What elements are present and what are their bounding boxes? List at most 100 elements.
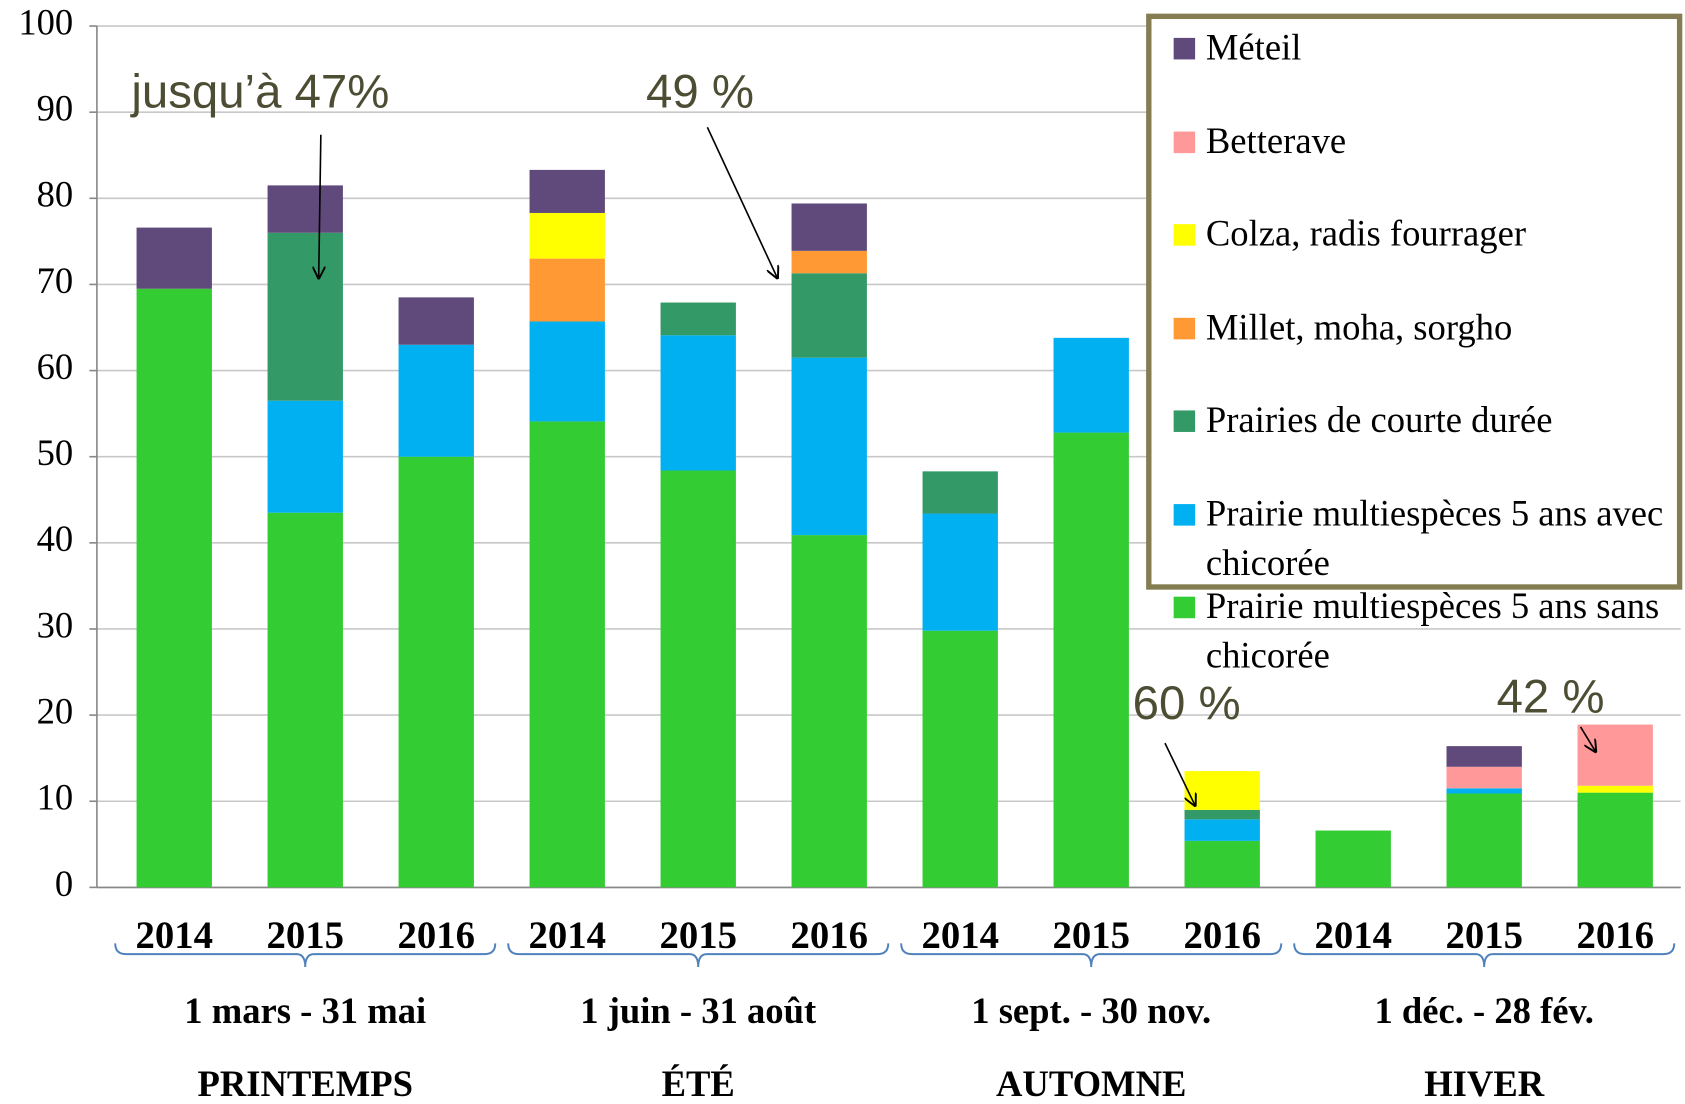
legend-item: Prairie multiespèces 5 ans avec chicorée	[1173, 490, 1669, 589]
legend-entry: Prairies de courte durée	[1173, 396, 1669, 446]
bar-segment	[1577, 724, 1653, 786]
annotation-arrow	[319, 134, 321, 278]
bar-segment	[136, 288, 212, 888]
group-bracket	[1293, 943, 1676, 968]
y-tick-label: 40	[37, 518, 74, 559]
annotation: jusqu’à 47%	[129, 65, 389, 118]
legend-item: Betterave	[1173, 117, 1669, 167]
annotation: 60 %	[1133, 677, 1241, 730]
legend-item: Méteil	[1173, 24, 1669, 74]
bar-segment	[398, 344, 474, 457]
bar-segment	[791, 250, 867, 274]
group-bracket	[900, 943, 1283, 968]
legend-label: Millet, moha, sorgho	[1205, 307, 1513, 348]
bar-segment	[398, 456, 474, 888]
x-tick-label: 2015	[266, 914, 344, 957]
x-tick-label: 2016	[790, 914, 868, 957]
bar-segment	[1315, 830, 1391, 888]
bar-segment	[136, 227, 212, 289]
legend-swatch	[1173, 37, 1196, 60]
legend-item: Prairie multiespèces 5 ans sans chicorée	[1173, 583, 1669, 682]
y-tick-label: 50	[37, 432, 74, 473]
annotation-arrow	[1164, 742, 1195, 805]
annotation-arrow	[1579, 726, 1596, 752]
legend-swatch	[1173, 503, 1196, 526]
group-label: 1 mars - 31 mai	[184, 990, 426, 1031]
bar-segment	[791, 273, 867, 358]
bar-segment	[529, 212, 605, 259]
legend-label: Betterave	[1205, 121, 1347, 162]
legend-box	[1146, 13, 1683, 590]
bar-segment	[922, 513, 998, 631]
legend-label: Prairie multiespèces 5 ans avec chicorée	[1205, 493, 1664, 584]
y-tick-label: 90	[37, 88, 74, 129]
bar-segment	[1184, 840, 1260, 888]
annotation: 49 %	[646, 65, 754, 118]
legend-item: Prairies de courte durée	[1173, 396, 1669, 446]
group-bracket	[507, 943, 890, 968]
legend-label: Colza, radis fourrager	[1205, 214, 1527, 255]
legend-swatch	[1173, 224, 1196, 246]
legend-swatch	[1173, 131, 1196, 153]
x-tick-label: 2014	[1314, 914, 1392, 957]
season-label: ÉTÉ	[662, 1063, 735, 1104]
group-label: 1 déc. - 28 fév.	[1374, 990, 1594, 1031]
bar-segment	[1446, 788, 1522, 794]
bar-segment	[1053, 337, 1129, 433]
y-tick-label: 20	[37, 691, 74, 732]
bar-segment	[1446, 766, 1522, 789]
y-tick-label: 80	[37, 174, 74, 215]
bar-segment	[1184, 819, 1260, 841]
season-label: AUTOMNE	[996, 1063, 1186, 1104]
season-label: PRINTEMPS	[197, 1063, 413, 1104]
x-tick-label: 2015	[1052, 914, 1130, 957]
annotation: 42 %	[1497, 671, 1605, 724]
y-tick-label: 30	[37, 604, 74, 645]
bar-segment	[267, 232, 343, 401]
bar-segment	[791, 357, 867, 536]
legend-entry: Prairie multiespèces 5 ans avec chicorée	[1173, 490, 1669, 589]
legend-swatch	[1173, 317, 1196, 339]
bar-segment	[1577, 785, 1653, 793]
bar-segment	[1577, 792, 1653, 888]
legend-entry: Millet, moha, sorgho	[1173, 303, 1669, 353]
y-tick-label: 60	[37, 346, 74, 387]
season-label: HIVER	[1424, 1063, 1545, 1104]
y-tick-label: 10	[37, 777, 74, 818]
x-tick-label: 2015	[659, 914, 737, 957]
legend-entry: Prairie multiespèces 5 ans sans chicorée	[1173, 583, 1669, 682]
bar-segment	[1053, 432, 1129, 888]
x-tick-label: 2014	[135, 914, 213, 957]
bar-segment	[267, 400, 343, 513]
legend-swatch	[1173, 596, 1196, 619]
bar-segment	[660, 302, 736, 336]
legend-label: Prairie multiespèces 5 ans sans chicorée	[1205, 586, 1660, 677]
bar-segment	[660, 335, 736, 471]
legend-item: Millet, moha, sorgho	[1173, 303, 1669, 353]
legend-item: Colza, radis fourrager	[1173, 210, 1669, 260]
group-label: 1 sept. - 30 nov.	[971, 990, 1211, 1031]
bar-segment	[922, 630, 998, 888]
bar-segment	[267, 185, 343, 233]
bar-segment	[1446, 793, 1522, 888]
bar-segment	[1446, 746, 1522, 767]
legend-label: Méteil	[1205, 28, 1302, 69]
bar-segment	[1184, 809, 1260, 820]
bar-segment	[529, 421, 605, 888]
legend-entry: Méteil	[1173, 24, 1669, 74]
x-tick-label: 2016	[397, 914, 475, 957]
bar-segment	[791, 535, 867, 888]
legend-label: Prairies de courte durée	[1205, 400, 1553, 441]
x-tick-label: 2015	[1445, 914, 1523, 957]
y-tick-label: 100	[18, 1, 73, 42]
legend-entry: Colza, radis fourrager	[1173, 210, 1669, 260]
bar-segment	[922, 471, 998, 514]
bar-segment	[529, 321, 605, 422]
bar-segment	[1184, 771, 1260, 810]
legend-entry: Betterave	[1173, 117, 1669, 167]
group-label: 1 juin - 31 août	[580, 990, 817, 1031]
group-bracket	[114, 943, 497, 968]
annotation-arrow	[706, 126, 777, 278]
bar-segment	[529, 169, 605, 213]
